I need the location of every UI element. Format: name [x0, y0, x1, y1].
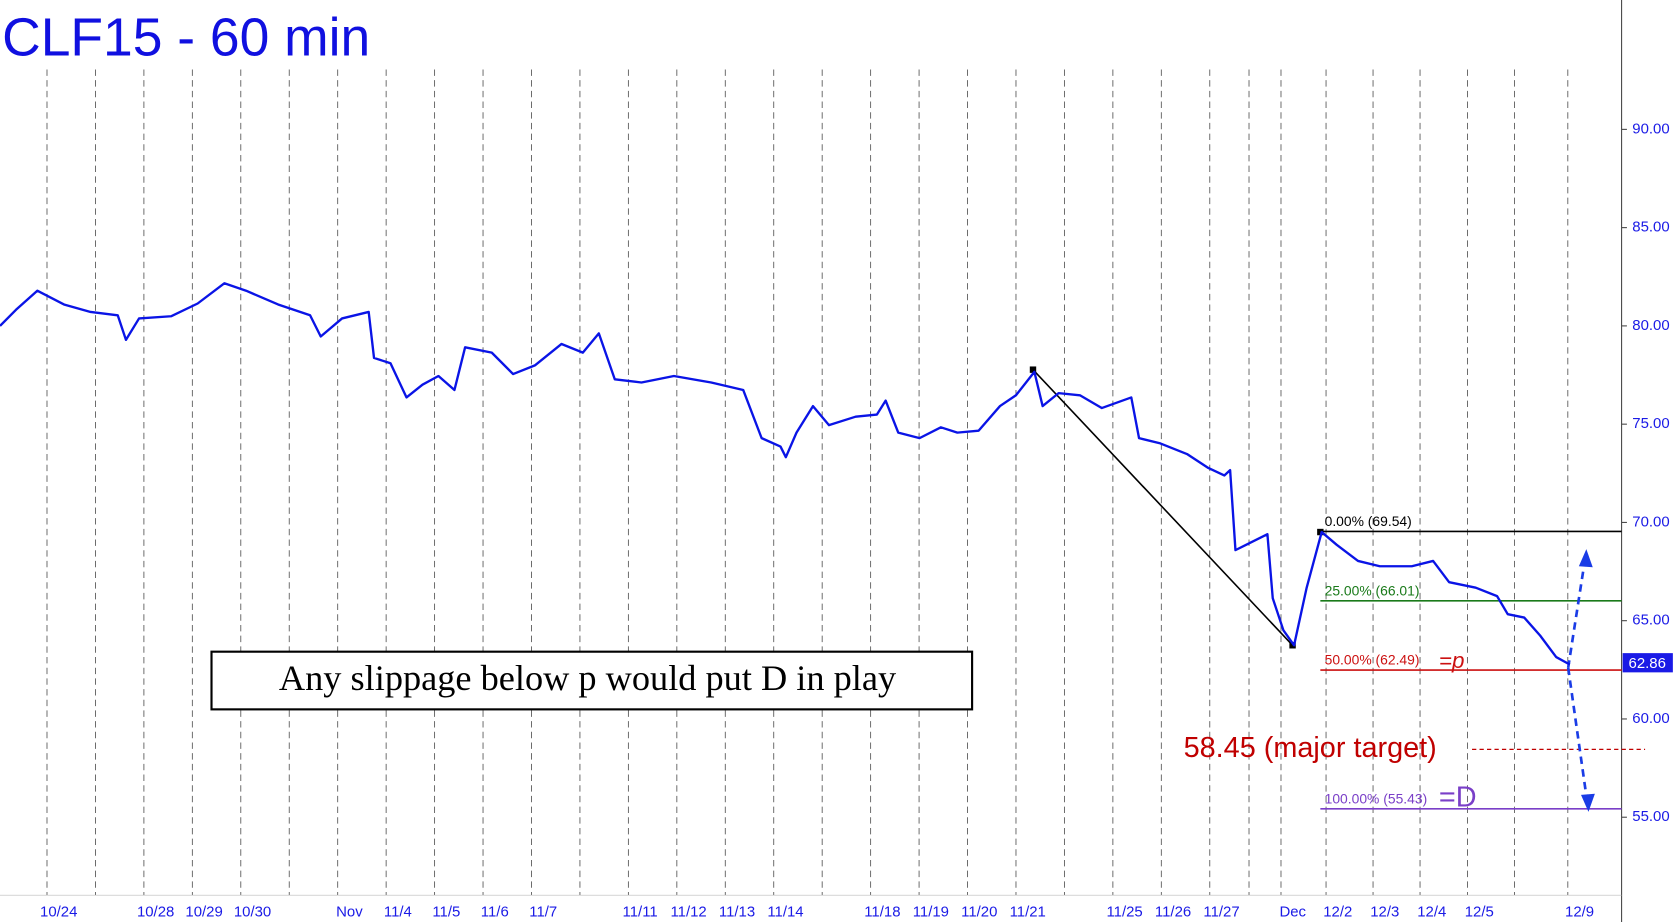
swing-point: [1029, 366, 1037, 373]
x-tick-label: 12/4: [1417, 904, 1446, 921]
swing-line: [1032, 369, 1294, 646]
chart-title: CLF15 - 60 min: [2, 9, 370, 68]
x-tick-label: Dec: [1279, 904, 1306, 921]
x-tick-label: 11/13: [719, 904, 755, 921]
x-tick-label: 12/9: [1565, 904, 1594, 921]
y-tick-label: 85.00: [1632, 219, 1669, 236]
x-tick-label: 11/18: [864, 904, 900, 921]
x-tick-label: 11/4: [384, 904, 412, 921]
x-tick-label: 10/30: [234, 904, 271, 921]
last-price-box: [1622, 653, 1673, 673]
x-tick-label: 12/3: [1370, 904, 1399, 921]
x-tick-label: 11/20: [961, 904, 997, 921]
annotation-box: [210, 650, 974, 711]
x-tick-label: Nov: [336, 904, 363, 921]
y-tick-label: 65.00: [1632, 612, 1669, 629]
x-tick-label: 11/25: [1106, 904, 1142, 921]
y-tick-label: 75.00: [1632, 415, 1669, 432]
x-tick-label: 11/7: [529, 904, 557, 921]
level-tag: =p: [1439, 648, 1465, 673]
y-tick-label: 60.00: [1632, 710, 1669, 727]
x-tick-label: 12/5: [1465, 904, 1494, 921]
x-tick-label: 11/14: [767, 904, 803, 921]
x-tick-label: 11/6: [481, 904, 509, 921]
last-price-label: 62.86: [1629, 655, 1666, 672]
arrow-up: [1566, 557, 1587, 668]
annotation: Any slippage below p would put D in play: [279, 658, 897, 698]
y-tick-label: 90.00: [1632, 120, 1669, 137]
level-label: 25.00% (66.01): [1325, 582, 1420, 598]
x-tick-label: 10/29: [185, 904, 222, 921]
x-tick-label: 11/21: [1010, 904, 1046, 921]
y-tick-label: 80.00: [1632, 317, 1669, 334]
x-tick-label: 11/12: [670, 904, 706, 921]
grid: [46, 69, 1569, 896]
level-label: 0.00% (69.54): [1325, 513, 1412, 529]
projection-arrows: [1566, 557, 1589, 804]
level-label: 100.00% (55.43): [1325, 790, 1428, 806]
y-tick-label: 55.00: [1632, 808, 1669, 825]
swing-point: [1317, 528, 1324, 536]
x-tick-label: 11/27: [1203, 904, 1239, 921]
x-tick-label: 10/24: [40, 904, 77, 921]
swing-point: [1289, 642, 1296, 649]
x-tick-label: 11/26: [1155, 904, 1191, 921]
x-tick-label: 12/2: [1323, 904, 1352, 921]
layers: 0.00% (69.54) 25.00% (66.01) 50.00% (62.49…: [1184, 513, 1646, 814]
level-label: 50.00% (62.49): [1325, 652, 1420, 668]
x-tick-label: 10/28: [137, 904, 174, 921]
arrow-head: [1578, 549, 1593, 568]
x-tick-label: 11/5: [432, 904, 460, 921]
arrow-head: [1580, 793, 1595, 812]
level-tag: =D: [1439, 782, 1477, 814]
x-tick-label: 11/11: [623, 904, 658, 921]
arrow-down: [1566, 667, 1589, 804]
target-label: 58.45 (major target): [1184, 732, 1437, 764]
x-tick-label: 11/19: [913, 904, 949, 921]
price-line: [0, 282, 1571, 666]
y-tick-label: 70.00: [1632, 513, 1669, 530]
